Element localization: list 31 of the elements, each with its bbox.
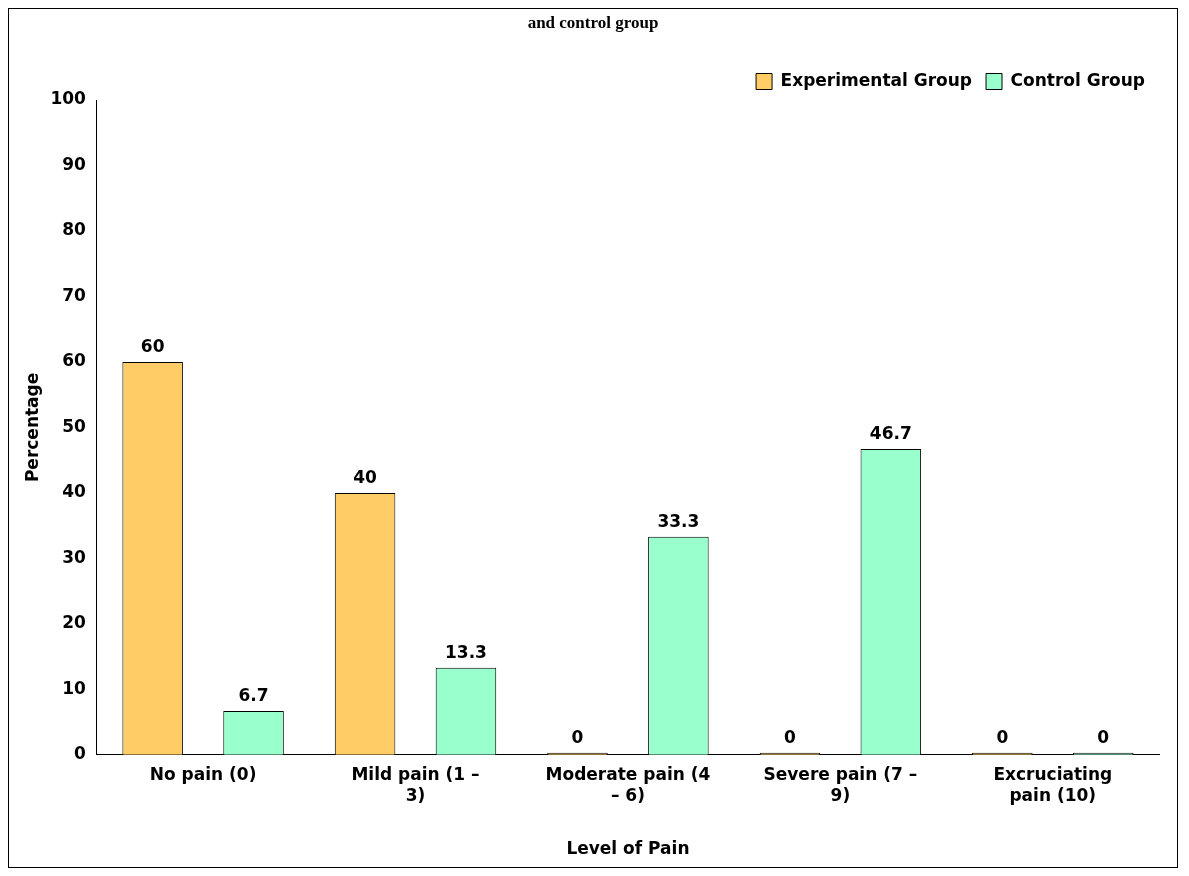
- y-tick-label: 60: [62, 350, 87, 371]
- chart-title: and control group: [526, 13, 660, 33]
- legend-label: Experimental Group: [780, 69, 973, 90]
- y-axis-title: Percentage: [21, 372, 42, 483]
- x-tick-label: No pain (0): [149, 764, 257, 785]
- x-tick-label: Excruciating pain (10): [993, 764, 1113, 805]
- data-label: 40: [353, 466, 378, 487]
- x-tick-label: Mild pain (1 – 3): [351, 764, 480, 805]
- data-label: 0: [571, 726, 584, 747]
- x-tick-label: Severe pain (7 – 9): [763, 764, 918, 805]
- y-tick-label: 80: [62, 219, 87, 240]
- y-tick-label: 10: [62, 677, 87, 698]
- data-label: 60: [140, 335, 165, 356]
- data-label: 0: [996, 726, 1009, 747]
- data-label: 13.3: [444, 641, 487, 662]
- y-tick-label: 40: [62, 481, 87, 502]
- x-tick-label: Moderate pain (4 – 6): [545, 764, 711, 805]
- y-tick-label: 30: [62, 546, 87, 567]
- x-axis-title: Level of Pain: [566, 838, 690, 859]
- y-tick-label: 50: [62, 415, 87, 436]
- y-tick-label: 100: [50, 88, 87, 109]
- data-label: 33.3: [657, 510, 700, 531]
- data-label: 6.7: [238, 684, 269, 705]
- y-tick-label: 20: [62, 612, 87, 633]
- y-tick-label: 90: [62, 153, 87, 174]
- y-tick-label: 70: [62, 284, 87, 305]
- data-label: 0: [783, 726, 796, 747]
- data-label: 46.7: [869, 422, 912, 443]
- y-tick-label: 0: [74, 743, 87, 764]
- legend-label: Control Group: [1010, 69, 1145, 90]
- data-label: 0: [1097, 726, 1110, 747]
